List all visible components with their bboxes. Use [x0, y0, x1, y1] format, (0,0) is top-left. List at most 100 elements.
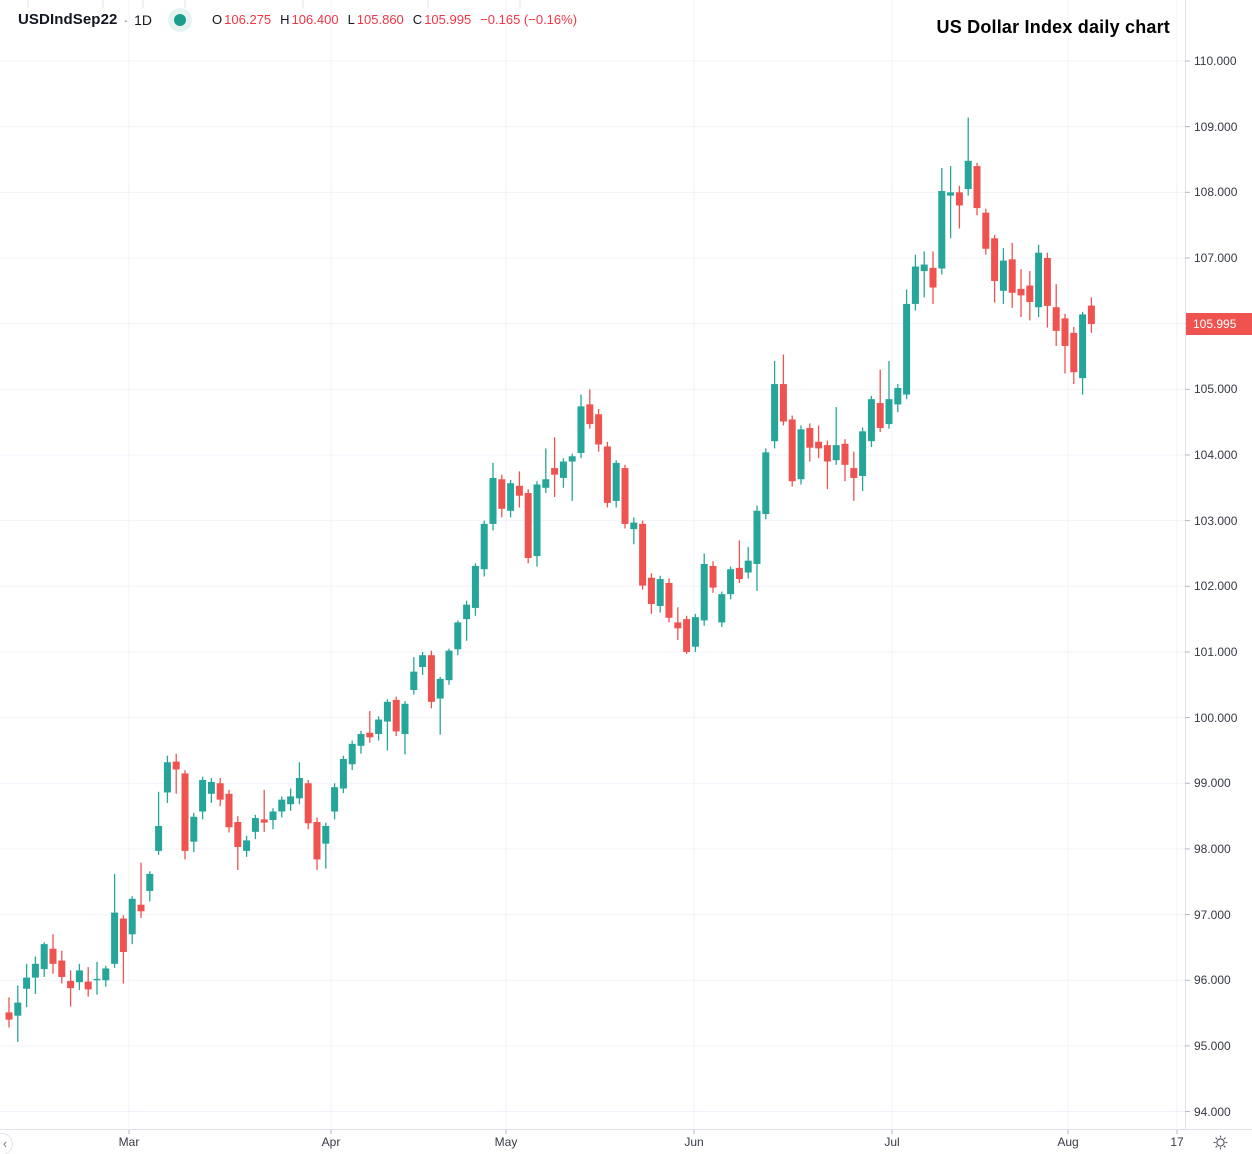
low-value: 105.860	[356, 12, 404, 27]
chevron-left-icon: ‹	[2, 1136, 8, 1151]
candle-body-104	[920, 264, 928, 272]
time-axis-label: 17	[1170, 1135, 1184, 1149]
candle-body-48	[427, 655, 435, 702]
price-axis-label: 108.000	[1194, 185, 1238, 200]
price-axis-label: 99.000	[1194, 776, 1231, 791]
candle-body-113	[999, 260, 1007, 291]
candle-body-112	[991, 238, 999, 281]
candle-body-84	[744, 560, 752, 573]
candle-body-33	[295, 778, 303, 799]
scroll-left-button[interactable]: ‹	[0, 1133, 13, 1154]
candle-body-52	[463, 604, 471, 620]
candle-body-3	[31, 963, 39, 978]
candle-body-64	[568, 456, 576, 462]
price-axis-label: 105.000	[1194, 382, 1238, 397]
candle-body-106	[938, 191, 946, 269]
candle-body-38	[339, 758, 347, 789]
candle-body-87	[771, 384, 779, 442]
market-status-dot-icon[interactable]	[174, 13, 187, 26]
candle-body-43	[383, 701, 391, 722]
candle-body-115	[1017, 288, 1025, 296]
candle-body-95	[841, 443, 849, 465]
candle-body-2	[23, 977, 31, 989]
candle-body-123	[1087, 305, 1095, 324]
candle-body-65	[577, 406, 585, 453]
time-axis-label: Mar	[118, 1135, 140, 1149]
candle-body-66	[586, 404, 594, 425]
candle-body-4	[40, 944, 48, 970]
candle-body-16	[146, 873, 154, 891]
interval-label[interactable]: 1D	[134, 11, 153, 28]
candle-body-122	[1079, 314, 1087, 379]
price-axis-label: 102.000	[1194, 579, 1238, 594]
price-axis-label: 101.000	[1194, 644, 1238, 659]
candle-body-9	[84, 981, 92, 990]
candle-body-88	[779, 384, 787, 422]
candle-body-71	[630, 522, 638, 530]
candle-body-69	[612, 462, 620, 501]
candle-body-72	[639, 523, 647, 586]
candle-body-44	[392, 699, 400, 732]
candle-body-100	[885, 399, 893, 425]
candle-body-83	[735, 567, 743, 580]
candle-body-68	[603, 446, 611, 503]
candle-body-91	[806, 428, 814, 448]
candle-body-12	[111, 912, 119, 964]
candle-body-8	[75, 970, 83, 983]
close-label: C	[412, 12, 423, 27]
candle-body-82	[727, 569, 735, 595]
candle-body-101	[894, 387, 902, 405]
candle-body-42	[375, 719, 383, 735]
candle-body-28	[251, 818, 259, 832]
time-axis-label: Aug	[1057, 1135, 1079, 1149]
candle-body-63	[559, 461, 567, 478]
time-axis-label: May	[494, 1135, 518, 1149]
candle-body-39	[348, 743, 356, 765]
candle-body-32	[287, 796, 295, 805]
chart-title: US Dollar Index daily chart	[936, 17, 1170, 37]
candle-body-102	[903, 303, 911, 395]
candle-body-46	[410, 671, 418, 691]
price-axis-label: 98.000	[1194, 841, 1231, 856]
candle-body-76	[674, 622, 682, 629]
change-value: −0.165 (−0.16%)	[480, 12, 578, 27]
candle-body-31	[278, 799, 286, 812]
candle-body-86	[762, 452, 770, 515]
candle-body-5	[49, 948, 57, 964]
candle-body-93	[823, 445, 831, 462]
price-axis-label: 97.000	[1194, 907, 1231, 922]
candle-body-108	[955, 192, 963, 206]
time-axis-label: Apr	[321, 1135, 341, 1149]
candle-body-70	[621, 468, 629, 524]
candle-body-103	[911, 266, 919, 304]
low-label: L	[347, 12, 355, 27]
candle-body-94	[832, 445, 840, 461]
candle-body-81	[718, 594, 726, 623]
symbol-interval-separator: ·	[123, 11, 129, 28]
candle-body-53	[471, 565, 479, 608]
candle-body-6	[58, 960, 66, 977]
candle-body-67	[595, 414, 603, 445]
candle-body-54	[480, 523, 488, 570]
high-label: H	[280, 12, 290, 27]
candle-body-74	[656, 579, 664, 606]
symbol-name[interactable]: USDIndSep22	[18, 11, 118, 28]
candle-body-0	[5, 1012, 13, 1020]
time-axis-label: Jun	[684, 1135, 704, 1149]
candle-body-97	[859, 431, 867, 476]
candle-body-29	[260, 819, 268, 823]
candle-body-118	[1043, 257, 1051, 306]
candle-body-105	[929, 267, 937, 288]
candle-body-25	[225, 793, 233, 828]
axis-settings-button[interactable]	[1210, 1133, 1230, 1151]
price-axis[interactable]: 110.000109.000108.000107.000106.000105.0…	[1186, 0, 1252, 1129]
price-axis-label: 103.000	[1194, 513, 1238, 528]
price-axis-label: 95.000	[1194, 1038, 1231, 1053]
candle-body-26	[234, 821, 242, 847]
price-axis-label: 94.000	[1194, 1104, 1231, 1119]
time-axis[interactable]: Mar Apr May Jun Jul Aug 17	[0, 1130, 1185, 1154]
candle-body-7	[67, 980, 75, 989]
price-axis-label: 104.000	[1194, 447, 1238, 462]
symbol-header: USDIndSep22 · 1D O 106.275 H 106.400 L 105.…	[18, 11, 577, 28]
